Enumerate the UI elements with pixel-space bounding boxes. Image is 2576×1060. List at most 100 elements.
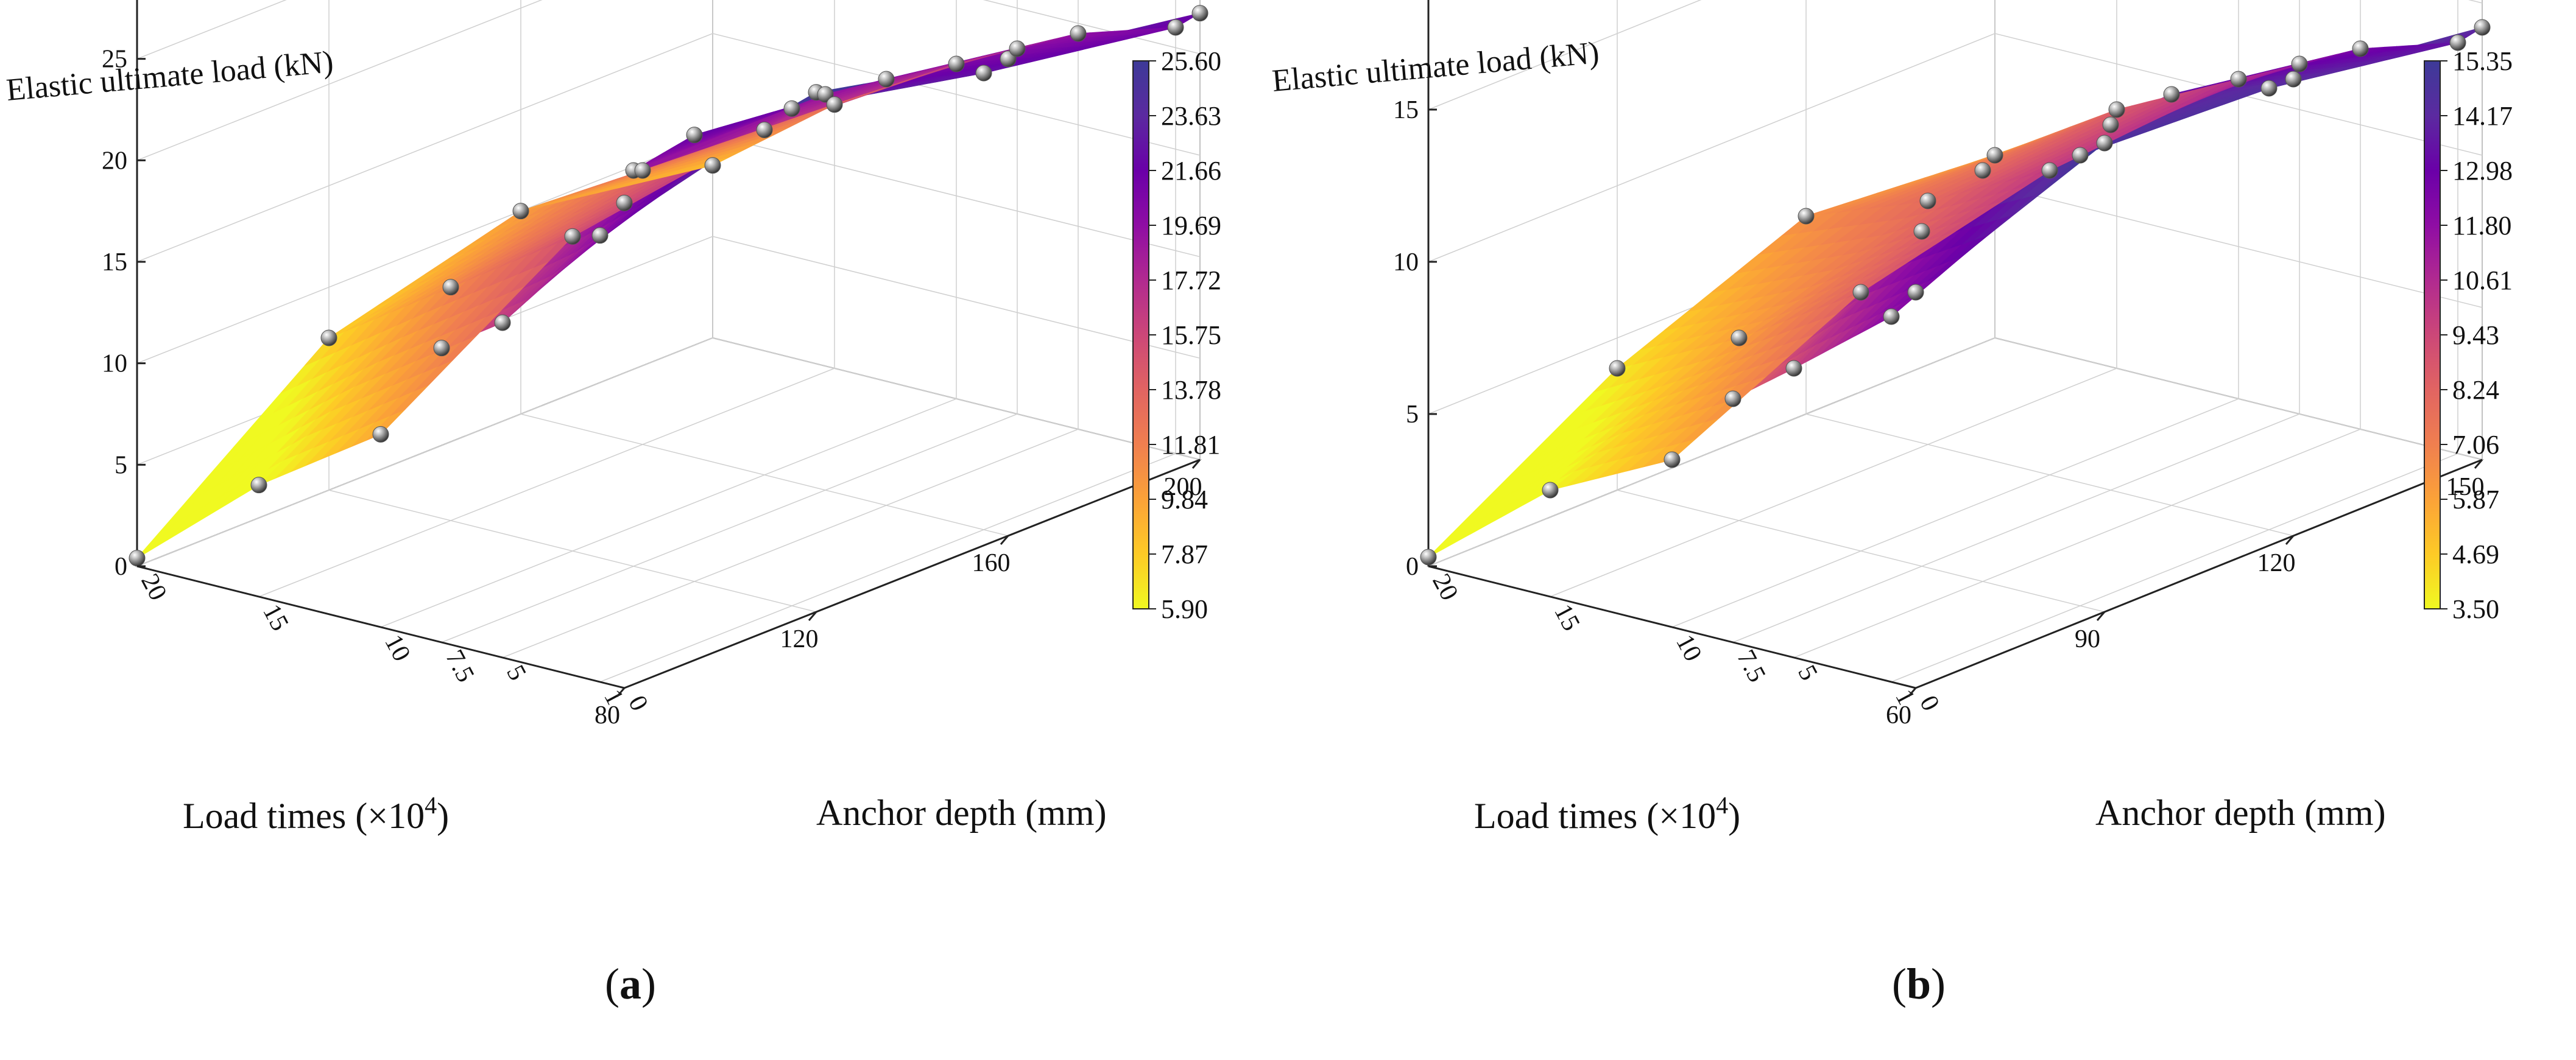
- data-point: [1009, 40, 1026, 57]
- data-point: [1883, 308, 1900, 325]
- z-tick-label: 0: [1406, 553, 1419, 581]
- data-point: [1852, 284, 1869, 301]
- data-point: [2260, 80, 2278, 97]
- colorbar-b: 15.35 14.17 12.98 11.80 10.61 9.43 8.24 7.06 5.8…: [2424, 46, 2513, 624]
- colorbar-tick-label: 4.69: [2452, 539, 2499, 569]
- y-tick-mark: [616, 687, 626, 697]
- z-tick-label: 5: [115, 451, 127, 479]
- colorbar-tick-label: 23.63: [1161, 101, 1221, 131]
- data-point: [2096, 135, 2113, 152]
- axes-box-a: [135, 0, 1202, 689]
- z-tick-label: 5: [1406, 401, 1419, 429]
- y-tick-label: 80: [595, 701, 620, 729]
- colorbar-a: 25.60 23.63 21.66 19.69 17.72 15.75 13.78 11.81…: [1132, 46, 1221, 624]
- y-tick-mark: [2474, 459, 2483, 469]
- data-point: [591, 227, 609, 244]
- z-tick-label: 20: [102, 147, 127, 175]
- data-point: [372, 426, 389, 443]
- y-tick-mark: [2285, 535, 2295, 545]
- data-point: [1974, 162, 1991, 179]
- x-tick-label: 7.5: [440, 645, 479, 687]
- colorbar-tick-label: 13.78: [1161, 375, 1221, 405]
- data-point: [756, 121, 773, 138]
- y-tick-mark: [1000, 535, 1009, 545]
- data-point: [1907, 284, 1924, 301]
- colorbar-tick-label: 12.98: [2452, 156, 2513, 186]
- x-tick-label: 10: [379, 630, 415, 666]
- data-point: [564, 228, 581, 245]
- x-tick-label: 20: [135, 569, 172, 605]
- data-point: [2072, 147, 2089, 164]
- data-point: [1070, 25, 1087, 42]
- data-point: [2230, 71, 2247, 88]
- data-point: [494, 314, 511, 331]
- colorbar-tick-label: 15.75: [1161, 320, 1221, 350]
- colorbar-tick-label: 9.84: [1161, 485, 1208, 514]
- colorbar-tick-label: 7.87: [1161, 539, 1208, 569]
- y-tick-label: 90: [2075, 625, 2100, 653]
- z-tick-label: 15: [1393, 96, 1419, 124]
- data-point: [1785, 360, 1802, 377]
- x-axis-title-close: ): [437, 796, 449, 836]
- panel-label-letter: a: [619, 960, 641, 1008]
- y-gridline: [712, 0, 1201, 460]
- y-tick-mark: [808, 611, 817, 621]
- x-tick-label: 15: [257, 600, 294, 636]
- panel-label: (a): [605, 960, 656, 1008]
- data-point: [686, 127, 703, 144]
- axes-box-b: [1426, 0, 2485, 689]
- y-gridline: [520, 0, 1009, 536]
- y-tick-label: 120: [780, 625, 819, 653]
- data-point: [250, 477, 267, 494]
- x-axis-title-exponent: 4: [425, 791, 437, 819]
- data-point: [1731, 329, 1748, 346]
- y-gridline: [1805, 0, 2294, 536]
- x-axis-title-exponent: 4: [1716, 791, 1728, 819]
- y-tick-label: 60: [1886, 701, 1911, 729]
- colorbar-tick-label: 3.50: [2452, 594, 2499, 624]
- data-point: [1167, 19, 1184, 36]
- data-point: [2041, 162, 2058, 179]
- data-point: [433, 340, 450, 357]
- data-point: [616, 194, 633, 211]
- data-point: [2449, 34, 2466, 51]
- y-tick-label: 160: [972, 549, 1011, 577]
- panel-label-open: (: [605, 960, 619, 1008]
- x-tick-label: 5: [501, 661, 531, 685]
- data-point: [1919, 192, 1936, 209]
- colorbar-gradient: [2424, 60, 2441, 609]
- data-point: [1913, 223, 1930, 240]
- data-point: [1191, 5, 1209, 22]
- data-point: [320, 329, 337, 346]
- data-point: [2108, 101, 2125, 118]
- colorbar-tick-label: 17.72: [1161, 265, 1221, 295]
- x-tick-label: 5: [1792, 661, 1823, 685]
- panel-label-letter: b: [1907, 960, 1931, 1008]
- data-point: [2285, 71, 2302, 88]
- x-axis-title: Load times (×104): [1474, 791, 1740, 836]
- data-point: [975, 65, 992, 82]
- panel-label-close: ): [641, 960, 656, 1008]
- z-tick-label: 10: [102, 350, 127, 378]
- data-point: [704, 157, 721, 174]
- colorbar-tick-label: 11.81: [1161, 430, 1220, 460]
- colorbar-tick-label: 11.80: [2452, 211, 2511, 240]
- data-point: [1664, 451, 1681, 468]
- y-axis-line: [1915, 458, 2483, 689]
- z-tick-label: 0: [115, 553, 127, 581]
- data-point: [2474, 19, 2491, 36]
- x-tick-label: 7.5: [1731, 645, 1771, 687]
- panel-label-close: ): [1931, 960, 1946, 1008]
- y-axis-title: Anchor depth (mm): [2095, 793, 2386, 833]
- colorbar-tick-label: 15.35: [2452, 46, 2513, 76]
- colorbar-tick-label: 14.17: [2452, 101, 2513, 131]
- colorbar-tick-label: 7.06: [2452, 430, 2499, 460]
- data-point: [1420, 549, 1437, 566]
- y-tick-label: 120: [2257, 549, 2296, 577]
- x-tick-label: 10: [1670, 630, 1707, 666]
- data-points-b: [1420, 19, 2491, 566]
- colorbar-tick-label: 21.66: [1161, 156, 1221, 186]
- y-axis-title: Anchor depth (mm): [816, 793, 1107, 833]
